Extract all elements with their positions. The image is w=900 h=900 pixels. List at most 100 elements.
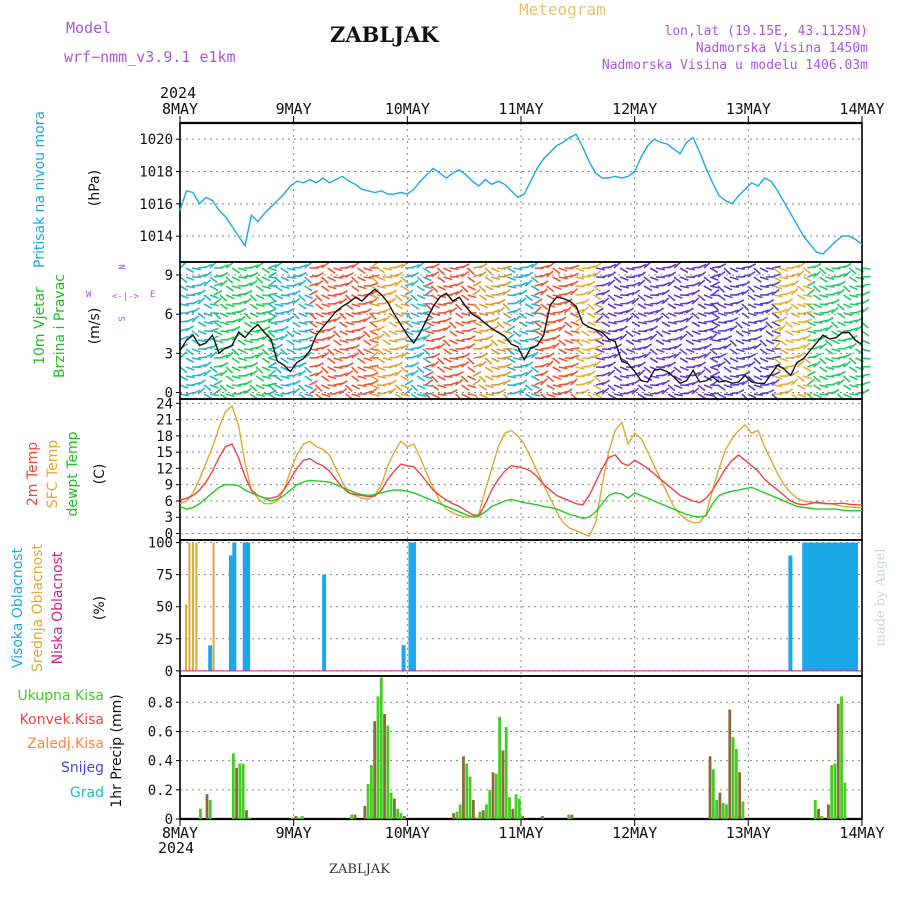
- high-cloud-bar: [850, 542, 855, 671]
- high-cloud-bar: [843, 542, 848, 671]
- precip-bar: [399, 813, 403, 819]
- precip-bar: [570, 814, 574, 819]
- precip-bar: [475, 817, 479, 819]
- y-tick-label-pressure: 1018: [139, 164, 173, 180]
- y-tick-label-precip: 0.4: [148, 754, 173, 770]
- panel-pressure: 1014 1016 1018 1020: [139, 122, 863, 263]
- precip-bar: [353, 814, 357, 819]
- precip-bar: [494, 773, 498, 819]
- precip-bar: [843, 782, 847, 819]
- mid-cloud-bar: [195, 542, 198, 671]
- x-tick-label-bottom: 9MAY: [276, 824, 312, 842]
- mid-cloud-bar: [188, 542, 191, 671]
- y-tick-label-cloud: 0: [165, 664, 173, 680]
- model-label: Model: [66, 19, 112, 37]
- high-cloud-bar: [242, 542, 247, 671]
- precip-bar: [199, 808, 202, 819]
- x-tick-label-bottom: 10MAY: [385, 824, 430, 842]
- x-tick-label-bottom: 8MAY: [162, 824, 198, 842]
- high-cloud-bar: [809, 542, 814, 671]
- precip-bar: [235, 767, 239, 819]
- precip-bar: [708, 756, 712, 819]
- y-tick-label-temperature: 3: [165, 510, 173, 526]
- y-tick-label-cloud: 25: [156, 632, 173, 648]
- high-cloud-bar: [246, 542, 251, 671]
- high-cloud-bar: [854, 542, 858, 671]
- gridlines: [293, 123, 749, 819]
- precip-bar: [481, 810, 485, 819]
- y-tick-label-temperature: 24: [156, 396, 173, 412]
- compass-east: E: [150, 290, 156, 300]
- y-tick-label-precip: 0.6: [148, 724, 173, 740]
- precip-bar: [455, 811, 459, 819]
- high-cloud-bar: [836, 542, 841, 671]
- compass-arrow: <-|->: [112, 292, 140, 302]
- precip-bar: [567, 814, 571, 819]
- precip-bar: [297, 817, 301, 819]
- precip-bar: [734, 748, 738, 819]
- precip-bar: [501, 750, 505, 819]
- x-tick-label-top: 13MAY: [726, 100, 771, 118]
- precip-bar: [514, 794, 518, 819]
- x-tick-label-bottom: 13MAY: [726, 824, 771, 842]
- precip-bar: [728, 709, 732, 819]
- precip-bar: [820, 816, 824, 819]
- y-tick-label-wind: 3: [165, 346, 173, 362]
- coords-text: lon,lat (19.15E, 43.1125N): [664, 24, 869, 39]
- precip-bar: [488, 789, 492, 819]
- precip-bar: [738, 772, 742, 819]
- precip-bar: [830, 765, 834, 819]
- x-tick-label-top: 14MAY: [839, 100, 884, 118]
- precip-bar: [540, 816, 544, 819]
- high-cloud-bar: [812, 542, 817, 671]
- y-tick-label-precip: 0.2: [148, 783, 173, 799]
- model-name: wrf−nmm_v3.9.1 e1km: [64, 48, 236, 66]
- precip-bar: [383, 713, 386, 819]
- precip-bar: [498, 716, 502, 819]
- y-tick-label-temperature: 21: [156, 413, 173, 429]
- precip-bar: [741, 801, 745, 819]
- high-cloud-bar: [829, 542, 834, 671]
- panel-frame-temperature: [179, 398, 863, 541]
- precip-bar: [731, 737, 735, 819]
- precip-bar: [366, 783, 370, 819]
- wind-speed-line: [179, 288, 863, 385]
- station-title: ZABLJAK: [330, 22, 439, 47]
- high-cloud-bar: [788, 555, 793, 671]
- panel-frame-pressure: [179, 122, 863, 263]
- precip-bar: [511, 808, 515, 819]
- precip-bar: [389, 792, 393, 819]
- precip-bar: [238, 763, 242, 819]
- y-tick-label-temperature: 6: [165, 494, 173, 510]
- high-cloud-bar: [411, 542, 416, 671]
- precip-bar: [833, 763, 837, 819]
- meteogram-title: Meteogram: [519, 0, 606, 19]
- precip-bar: [504, 727, 508, 819]
- precip-bar: [725, 804, 728, 819]
- sfc-temp-line: [179, 404, 862, 538]
- high-cloud-bar: [805, 542, 810, 671]
- precip-bar: [402, 816, 406, 819]
- y-tick-label-temperature: 9: [165, 478, 173, 494]
- y-tick-label-pressure: 1020: [139, 132, 173, 148]
- high-cloud-bar: [322, 574, 327, 671]
- legend-freezing-rain: Zaledj.Kisa: [27, 736, 104, 752]
- precip-bar: [817, 808, 820, 819]
- precip-bar: [396, 808, 400, 819]
- x-tick-label-bottom: 11MAY: [498, 824, 543, 842]
- precip-bar: [379, 677, 383, 819]
- x-tick-label-top: 12MAY: [612, 100, 657, 118]
- high-cloud-bar: [228, 555, 233, 671]
- precip-bar: [363, 805, 367, 819]
- precip-bar: [208, 800, 212, 819]
- precip-bar: [471, 800, 475, 819]
- precip-bar: [721, 802, 725, 819]
- precip-bar: [468, 776, 472, 819]
- high-cloud-bar: [847, 542, 852, 671]
- precip-bar: [521, 816, 525, 819]
- precip-bar: [840, 696, 843, 819]
- y-tick-label-wind: 0: [165, 385, 173, 401]
- precip-bar: [370, 765, 373, 819]
- precip-bar: [350, 814, 354, 819]
- precip-bar: [517, 798, 521, 819]
